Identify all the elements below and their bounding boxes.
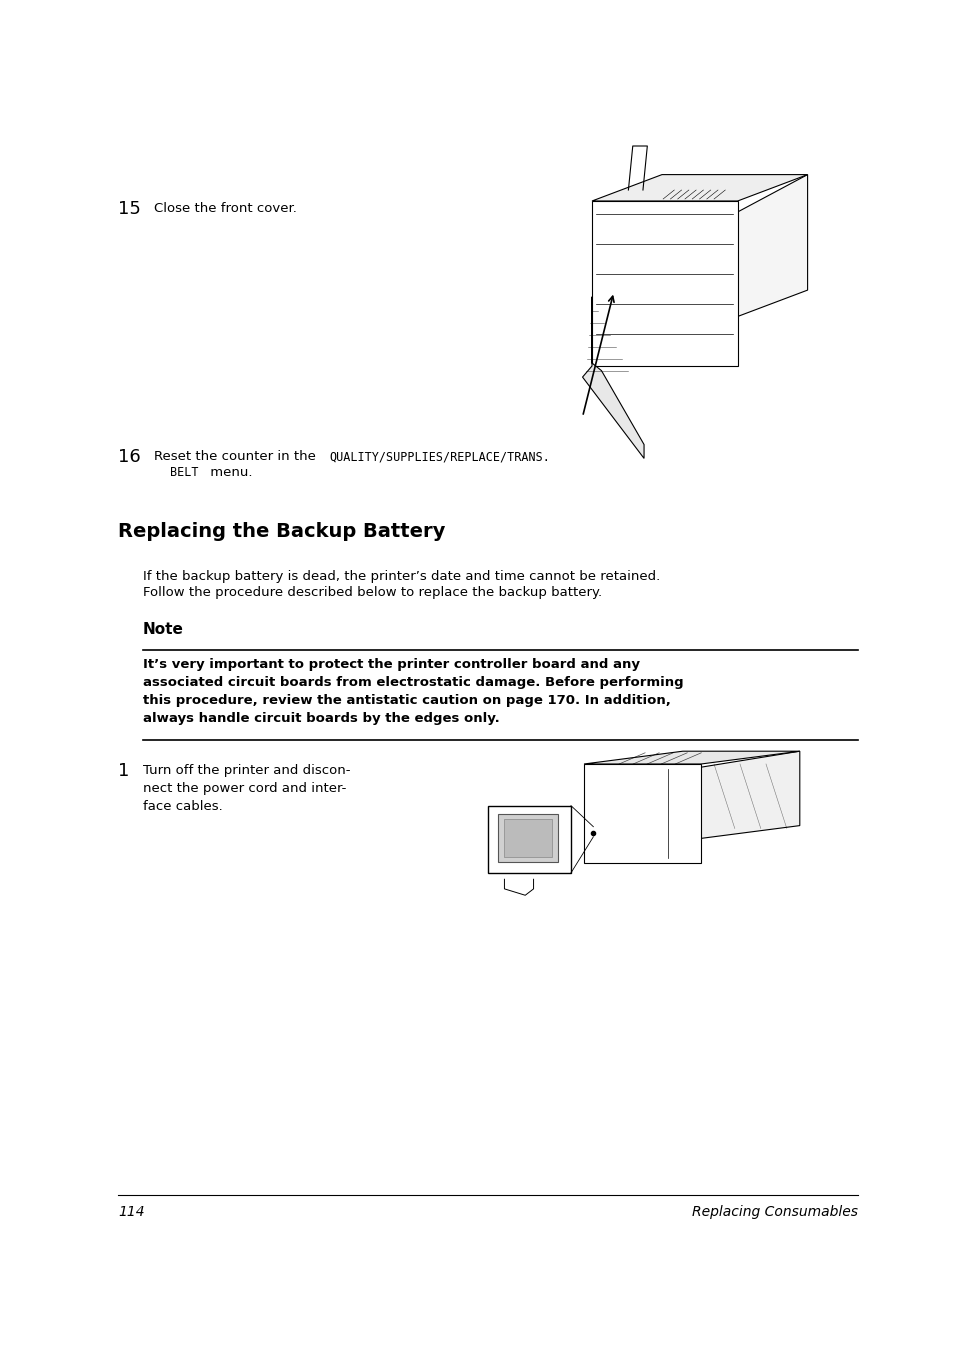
Bar [497,813,558,862]
Text: QUALITY/SUPPLIES/REPLACE/TRANS.: QUALITY/SUPPLIES/REPLACE/TRANS. [329,450,549,463]
Text: Follow the procedure described below to replace the backup battery.: Follow the procedure described below to … [143,586,601,598]
Text: Reset the counter in the: Reset the counter in the [153,450,320,463]
Text: 15: 15 [118,200,141,218]
Text: It’s very important to protect the printer controller board and any
associated c: It’s very important to protect the print… [143,658,683,725]
Polygon shape [700,751,799,839]
Text: Turn off the printer and discon-
nect the power cord and inter-
face cables.: Turn off the printer and discon- nect th… [143,765,350,813]
Text: Replacing Consumables: Replacing Consumables [691,1205,857,1219]
Text: Note: Note [143,621,184,638]
Text: Replacing the Backup Battery: Replacing the Backup Battery [118,521,445,540]
Text: menu.: menu. [206,466,253,480]
Polygon shape [583,751,799,765]
Polygon shape [737,174,807,316]
Text: If the backup battery is dead, the printer’s date and time cannot be retained.: If the backup battery is dead, the print… [143,570,659,584]
Text: 1: 1 [118,762,130,780]
Polygon shape [582,297,643,458]
Bar [503,819,551,858]
Bar [592,201,737,366]
Text: 16: 16 [118,449,141,466]
Bar [583,765,700,863]
Text: Close the front cover.: Close the front cover. [153,203,296,215]
Text: BELT: BELT [170,466,198,480]
Polygon shape [592,174,807,201]
Bar [487,805,571,873]
Text: 114: 114 [118,1205,145,1219]
